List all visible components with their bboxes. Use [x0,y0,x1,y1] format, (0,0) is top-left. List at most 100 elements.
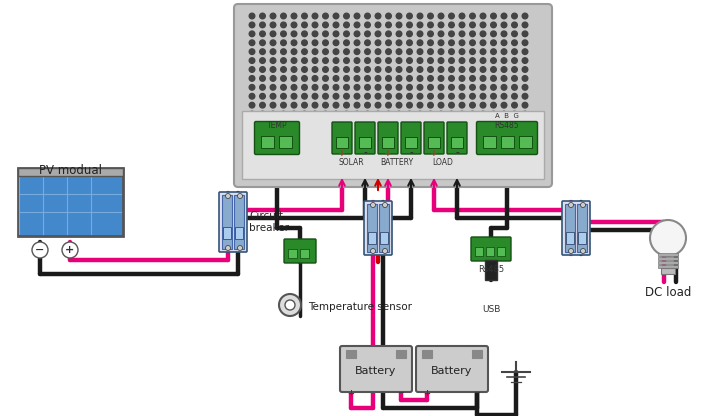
Circle shape [291,40,297,45]
Circle shape [438,13,444,19]
Circle shape [396,40,402,45]
Circle shape [376,49,381,54]
Text: SOLAR: SOLAR [338,158,364,167]
Text: BATTERY: BATTERY [381,158,413,167]
Circle shape [383,203,387,208]
Text: RS485: RS485 [494,121,519,130]
Circle shape [323,102,328,108]
Circle shape [291,22,297,28]
Circle shape [396,111,402,117]
Circle shape [438,22,444,28]
Circle shape [355,22,360,28]
Circle shape [470,58,476,63]
Circle shape [449,40,455,45]
FancyBboxPatch shape [364,201,392,255]
Bar [396,350,406,358]
Circle shape [334,40,339,45]
Circle shape [428,13,434,19]
Circle shape [386,67,392,72]
Circle shape [386,94,392,99]
Circle shape [501,49,507,54]
Circle shape [407,67,413,72]
Circle shape [480,102,486,108]
Circle shape [270,22,276,28]
Circle shape [449,22,455,28]
Circle shape [491,94,497,99]
Bar [18,168,123,176]
Circle shape [302,58,307,63]
Circle shape [501,84,507,90]
Bar [242,111,544,179]
Circle shape [249,49,254,54]
Circle shape [512,49,518,54]
Circle shape [512,102,518,108]
Circle shape [260,76,265,81]
Circle shape [312,102,318,108]
Circle shape [355,31,360,37]
Circle shape [501,102,507,108]
Circle shape [407,22,413,28]
Bar [367,204,377,252]
Circle shape [270,94,276,99]
Circle shape [270,58,276,63]
Circle shape [396,94,402,99]
Circle shape [386,49,392,54]
Circle shape [291,49,297,54]
Text: -: - [409,149,413,158]
Circle shape [281,22,286,28]
Circle shape [302,13,307,19]
Circle shape [480,84,486,90]
Circle shape [312,40,318,45]
Circle shape [62,242,78,258]
FancyBboxPatch shape [284,239,316,263]
Bar [405,137,417,148]
Circle shape [323,31,328,37]
Circle shape [459,67,465,72]
Circle shape [323,94,328,99]
Circle shape [470,13,476,19]
Circle shape [238,245,242,250]
Circle shape [491,76,497,81]
Circle shape [370,203,376,208]
Circle shape [279,294,301,316]
Bar [234,195,244,249]
Text: +: + [347,389,355,398]
Circle shape [312,111,318,117]
Circle shape [323,84,328,90]
Circle shape [491,13,497,19]
Circle shape [407,40,413,45]
Circle shape [312,22,318,28]
Circle shape [581,203,586,208]
Circle shape [522,94,528,99]
Circle shape [396,31,402,37]
Circle shape [470,49,476,54]
Circle shape [323,13,328,19]
Circle shape [417,76,423,81]
Bar [519,136,532,148]
Text: −: − [397,389,405,398]
Circle shape [260,67,265,72]
Circle shape [344,102,349,108]
Circle shape [581,248,586,253]
Circle shape [386,22,392,28]
Circle shape [365,102,370,108]
Circle shape [302,84,307,90]
Circle shape [365,76,370,81]
Circle shape [302,111,307,117]
Circle shape [249,31,254,37]
Circle shape [323,22,328,28]
Circle shape [491,84,497,90]
Circle shape [491,40,497,45]
Bar [279,136,292,148]
Circle shape [344,31,349,37]
Circle shape [270,49,276,54]
Circle shape [501,13,507,19]
Bar [336,137,348,148]
Circle shape [386,111,392,117]
Circle shape [438,102,444,108]
Circle shape [312,84,318,90]
Circle shape [522,49,528,54]
Circle shape [449,84,455,90]
Bar [223,227,231,239]
Circle shape [449,111,455,117]
